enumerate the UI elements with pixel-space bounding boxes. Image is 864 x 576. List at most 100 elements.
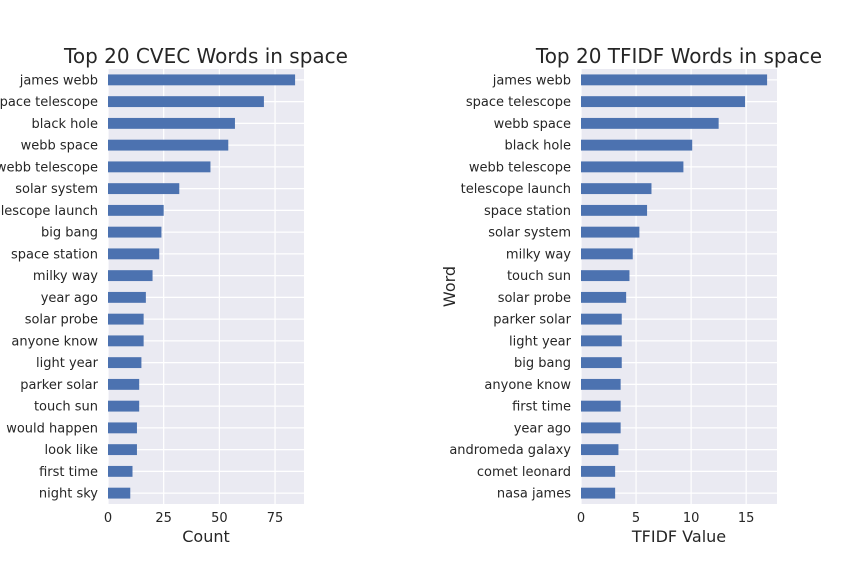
bar <box>581 291 627 303</box>
bar-series <box>581 74 768 499</box>
bar <box>108 96 264 108</box>
y-tick-label: nasa james <box>497 487 571 502</box>
bar <box>581 335 622 347</box>
bar <box>581 96 746 108</box>
y-tick-label: first time <box>39 465 98 480</box>
bar <box>108 378 140 390</box>
chart-title: Top 20 TFIDF Words in space <box>535 44 822 68</box>
bar <box>108 139 229 151</box>
y-tick-label: webb space <box>21 139 98 154</box>
bar <box>581 313 622 325</box>
chart-tfidf-values: 0 5 10 15 james webb space telescope webb spac… <box>440 44 822 546</box>
bar <box>581 465 616 477</box>
x-tick-label: 50 <box>211 511 228 526</box>
y-tick-label: night sky <box>39 487 98 502</box>
bar-series <box>108 74 296 499</box>
bar <box>108 248 160 260</box>
chart-cvec-counts: 0 25 50 75 james webb space telescope black ho… <box>0 44 348 546</box>
y-tick-label: telescope launch <box>0 204 98 219</box>
x-axis-label: TFIDF Value <box>631 527 726 546</box>
tick-labels: 0 5 10 15 james webb space telescope webb spac… <box>449 73 754 526</box>
y-tick-label: solar probe <box>498 291 571 306</box>
y-tick-label: touch sun <box>507 269 571 284</box>
bar <box>581 400 621 412</box>
x-tick-label: 10 <box>683 511 700 526</box>
bar <box>581 183 652 195</box>
y-tick-label: look like <box>45 443 98 458</box>
plot-area <box>581 69 777 504</box>
bar <box>108 357 142 369</box>
x-tick-label: 15 <box>738 511 755 526</box>
bar <box>108 270 153 282</box>
y-tick-label: space telescope <box>0 95 98 110</box>
y-tick-label: webb telescope <box>469 160 571 175</box>
y-tick-label: big bang <box>514 356 571 371</box>
bar <box>581 270 630 282</box>
y-tick-label: would happen <box>6 421 98 436</box>
y-tick-label: webb space <box>494 117 571 132</box>
tick-labels: 0 25 50 75 james webb space telescope black ho… <box>0 73 283 526</box>
y-tick-label: black hole <box>32 117 98 132</box>
y-tick-label: milky way <box>506 247 571 262</box>
bar <box>581 422 621 434</box>
bar <box>108 313 144 325</box>
y-tick-label: space station <box>11 247 98 262</box>
y-tick-label: parker solar <box>493 313 571 328</box>
bar <box>108 465 133 477</box>
bar <box>108 291 146 303</box>
y-tick-label: solar system <box>488 226 571 241</box>
bar <box>108 444 137 456</box>
y-tick-label: james webb <box>492 73 571 88</box>
y-tick-label: webb telescope <box>0 160 98 175</box>
bar <box>108 183 180 195</box>
y-tick-label: big bang <box>41 226 98 241</box>
y-tick-label: solar probe <box>25 313 98 328</box>
x-tick-label: 0 <box>104 511 112 526</box>
x-axis-label: Count <box>182 527 230 546</box>
y-tick-label: touch sun <box>34 400 98 415</box>
bar <box>581 74 768 86</box>
y-tick-label: first time <box>512 400 571 415</box>
y-tick-label: anyone know <box>484 378 571 393</box>
y-tick-label: comet leonard <box>477 465 571 480</box>
bar <box>108 335 144 347</box>
bar <box>108 74 296 86</box>
bar <box>581 226 640 238</box>
bar <box>108 400 140 412</box>
y-tick-label: light year <box>509 334 572 349</box>
y-tick-label: light year <box>36 356 99 371</box>
y-tick-label: solar system <box>15 182 98 197</box>
chart-title: Top 20 CVEC Words in space <box>63 44 348 68</box>
bar <box>108 487 131 499</box>
bar <box>581 444 619 456</box>
y-tick-label: year ago <box>514 421 571 436</box>
y-axis-label: Word <box>440 266 459 307</box>
bar <box>108 161 211 173</box>
bar <box>581 378 621 390</box>
bar <box>581 487 616 499</box>
bar <box>108 422 137 434</box>
x-tick-label: 75 <box>267 511 284 526</box>
y-tick-label: space station <box>484 204 571 219</box>
bar <box>581 161 684 173</box>
bar <box>581 248 633 260</box>
y-tick-label: telescope launch <box>461 182 571 197</box>
y-tick-label: james webb <box>19 73 98 88</box>
bar <box>108 226 162 238</box>
y-tick-label: anyone know <box>11 334 98 349</box>
y-tick-label: milky way <box>33 269 98 284</box>
bar <box>581 117 719 129</box>
bar <box>581 357 622 369</box>
bar <box>581 204 648 216</box>
bar <box>581 139 693 151</box>
bar <box>108 117 235 129</box>
y-tick-label: parker solar <box>20 378 98 393</box>
y-tick-label: space telescope <box>466 95 571 110</box>
y-tick-label: andromeda galaxy <box>449 443 571 458</box>
x-tick-label: 0 <box>577 511 585 526</box>
bar <box>108 204 164 216</box>
y-tick-label: black hole <box>505 139 571 154</box>
x-tick-label: 25 <box>155 511 172 526</box>
x-tick-label: 5 <box>632 511 640 526</box>
